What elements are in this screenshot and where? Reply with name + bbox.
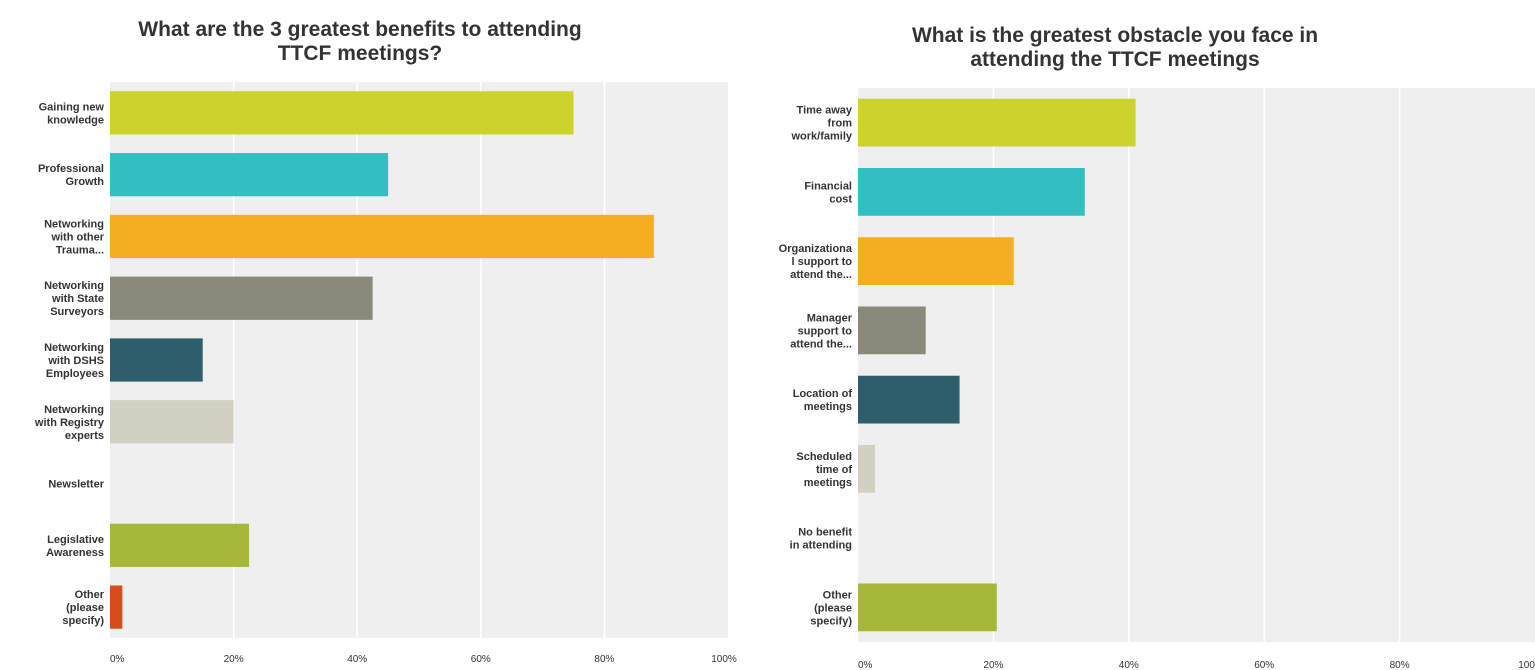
category-label: Growth xyxy=(66,176,105,188)
bar-5[interactable] xyxy=(858,375,960,424)
category-label: Time away xyxy=(797,105,853,117)
x-tick-label: 100% xyxy=(1518,660,1535,670)
category-label: l support to xyxy=(792,256,853,268)
category-label: No benefit xyxy=(798,527,852,539)
category-label: Trauma... xyxy=(56,244,104,256)
category-label: with DSHS xyxy=(47,355,104,367)
category-label: Networking xyxy=(44,280,104,292)
category-label: with other xyxy=(50,231,104,243)
category-label: with Registry xyxy=(34,417,105,429)
x-tick-label: 20% xyxy=(983,660,1003,670)
bar-8[interactable] xyxy=(110,523,250,567)
category-label: work/family xyxy=(790,131,852,143)
bar-3[interactable] xyxy=(110,214,654,259)
category-label: (please xyxy=(66,602,104,614)
category-label: Networking xyxy=(44,404,104,416)
bar-3[interactable] xyxy=(858,237,1014,286)
chart-benefits: What are the 3 greatest benefits to atte… xyxy=(34,18,737,665)
bar-5[interactable] xyxy=(110,338,203,382)
category-label: time of xyxy=(816,464,852,476)
x-tick-label: 40% xyxy=(347,654,367,665)
x-tick-label: 80% xyxy=(594,654,614,665)
chart-title-line: attending the TTCF meetings xyxy=(970,48,1259,71)
chart-title-line: What is the greatest obstacle you face i… xyxy=(912,24,1318,47)
x-tick-label: 0% xyxy=(110,654,125,665)
chart-obstacles: What is the greatest obstacle you face i… xyxy=(779,24,1535,670)
category-label: attend the... xyxy=(790,269,852,281)
category-label: Legislative xyxy=(47,534,104,546)
category-label: meetings xyxy=(804,477,852,489)
x-tick-label: 80% xyxy=(1390,660,1410,670)
bar-4[interactable] xyxy=(858,306,926,355)
category-label: Other xyxy=(75,589,105,601)
bar-2[interactable] xyxy=(110,153,389,197)
x-tick-label: 60% xyxy=(1254,660,1274,670)
category-label: from xyxy=(828,118,853,130)
category-label: Newsletter xyxy=(48,479,104,491)
category-label: with State xyxy=(51,293,104,305)
category-label: Organizationa xyxy=(779,243,853,255)
bar-6[interactable] xyxy=(858,444,875,493)
category-label: Awareness xyxy=(46,547,104,559)
bar-1[interactable] xyxy=(858,98,1136,147)
category-label: support to xyxy=(798,325,853,337)
category-label: attend the... xyxy=(790,338,852,350)
category-label: (please xyxy=(814,602,852,614)
category-label: specify) xyxy=(62,615,104,627)
bar-1[interactable] xyxy=(110,91,574,135)
category-label: Other xyxy=(823,589,853,601)
category-label: cost xyxy=(829,193,852,205)
bar-4[interactable] xyxy=(110,276,373,320)
category-label: Networking xyxy=(44,342,104,354)
bar-8[interactable] xyxy=(858,583,997,632)
bar-9[interactable] xyxy=(110,585,123,629)
category-label: Location of xyxy=(793,388,853,400)
x-tick-label: 60% xyxy=(471,654,491,665)
category-label: meetings xyxy=(804,401,852,413)
bar-6[interactable] xyxy=(110,400,234,444)
category-label: Surveyors xyxy=(50,306,104,318)
category-label: Professional xyxy=(38,163,104,175)
category-label: Manager xyxy=(807,312,853,324)
chart-title-line: What are the 3 greatest benefits to atte… xyxy=(138,18,581,41)
x-tick-label: 20% xyxy=(224,654,244,665)
bar-2[interactable] xyxy=(858,167,1085,216)
category-label: Financial xyxy=(804,180,852,192)
category-label: in attending xyxy=(790,540,852,552)
category-label: Employees xyxy=(46,368,104,380)
x-tick-label: 100% xyxy=(711,654,737,665)
category-label: specify) xyxy=(810,615,852,627)
chart-title-line: TTCF meetings? xyxy=(278,42,443,65)
x-tick-label: 40% xyxy=(1119,660,1139,670)
category-label: experts xyxy=(65,430,104,442)
category-label: Networking xyxy=(44,218,104,230)
x-tick-label: 0% xyxy=(858,660,873,670)
category-label: Gaining new xyxy=(39,101,105,113)
category-label: knowledge xyxy=(47,114,104,126)
category-label: Scheduled xyxy=(796,451,852,463)
